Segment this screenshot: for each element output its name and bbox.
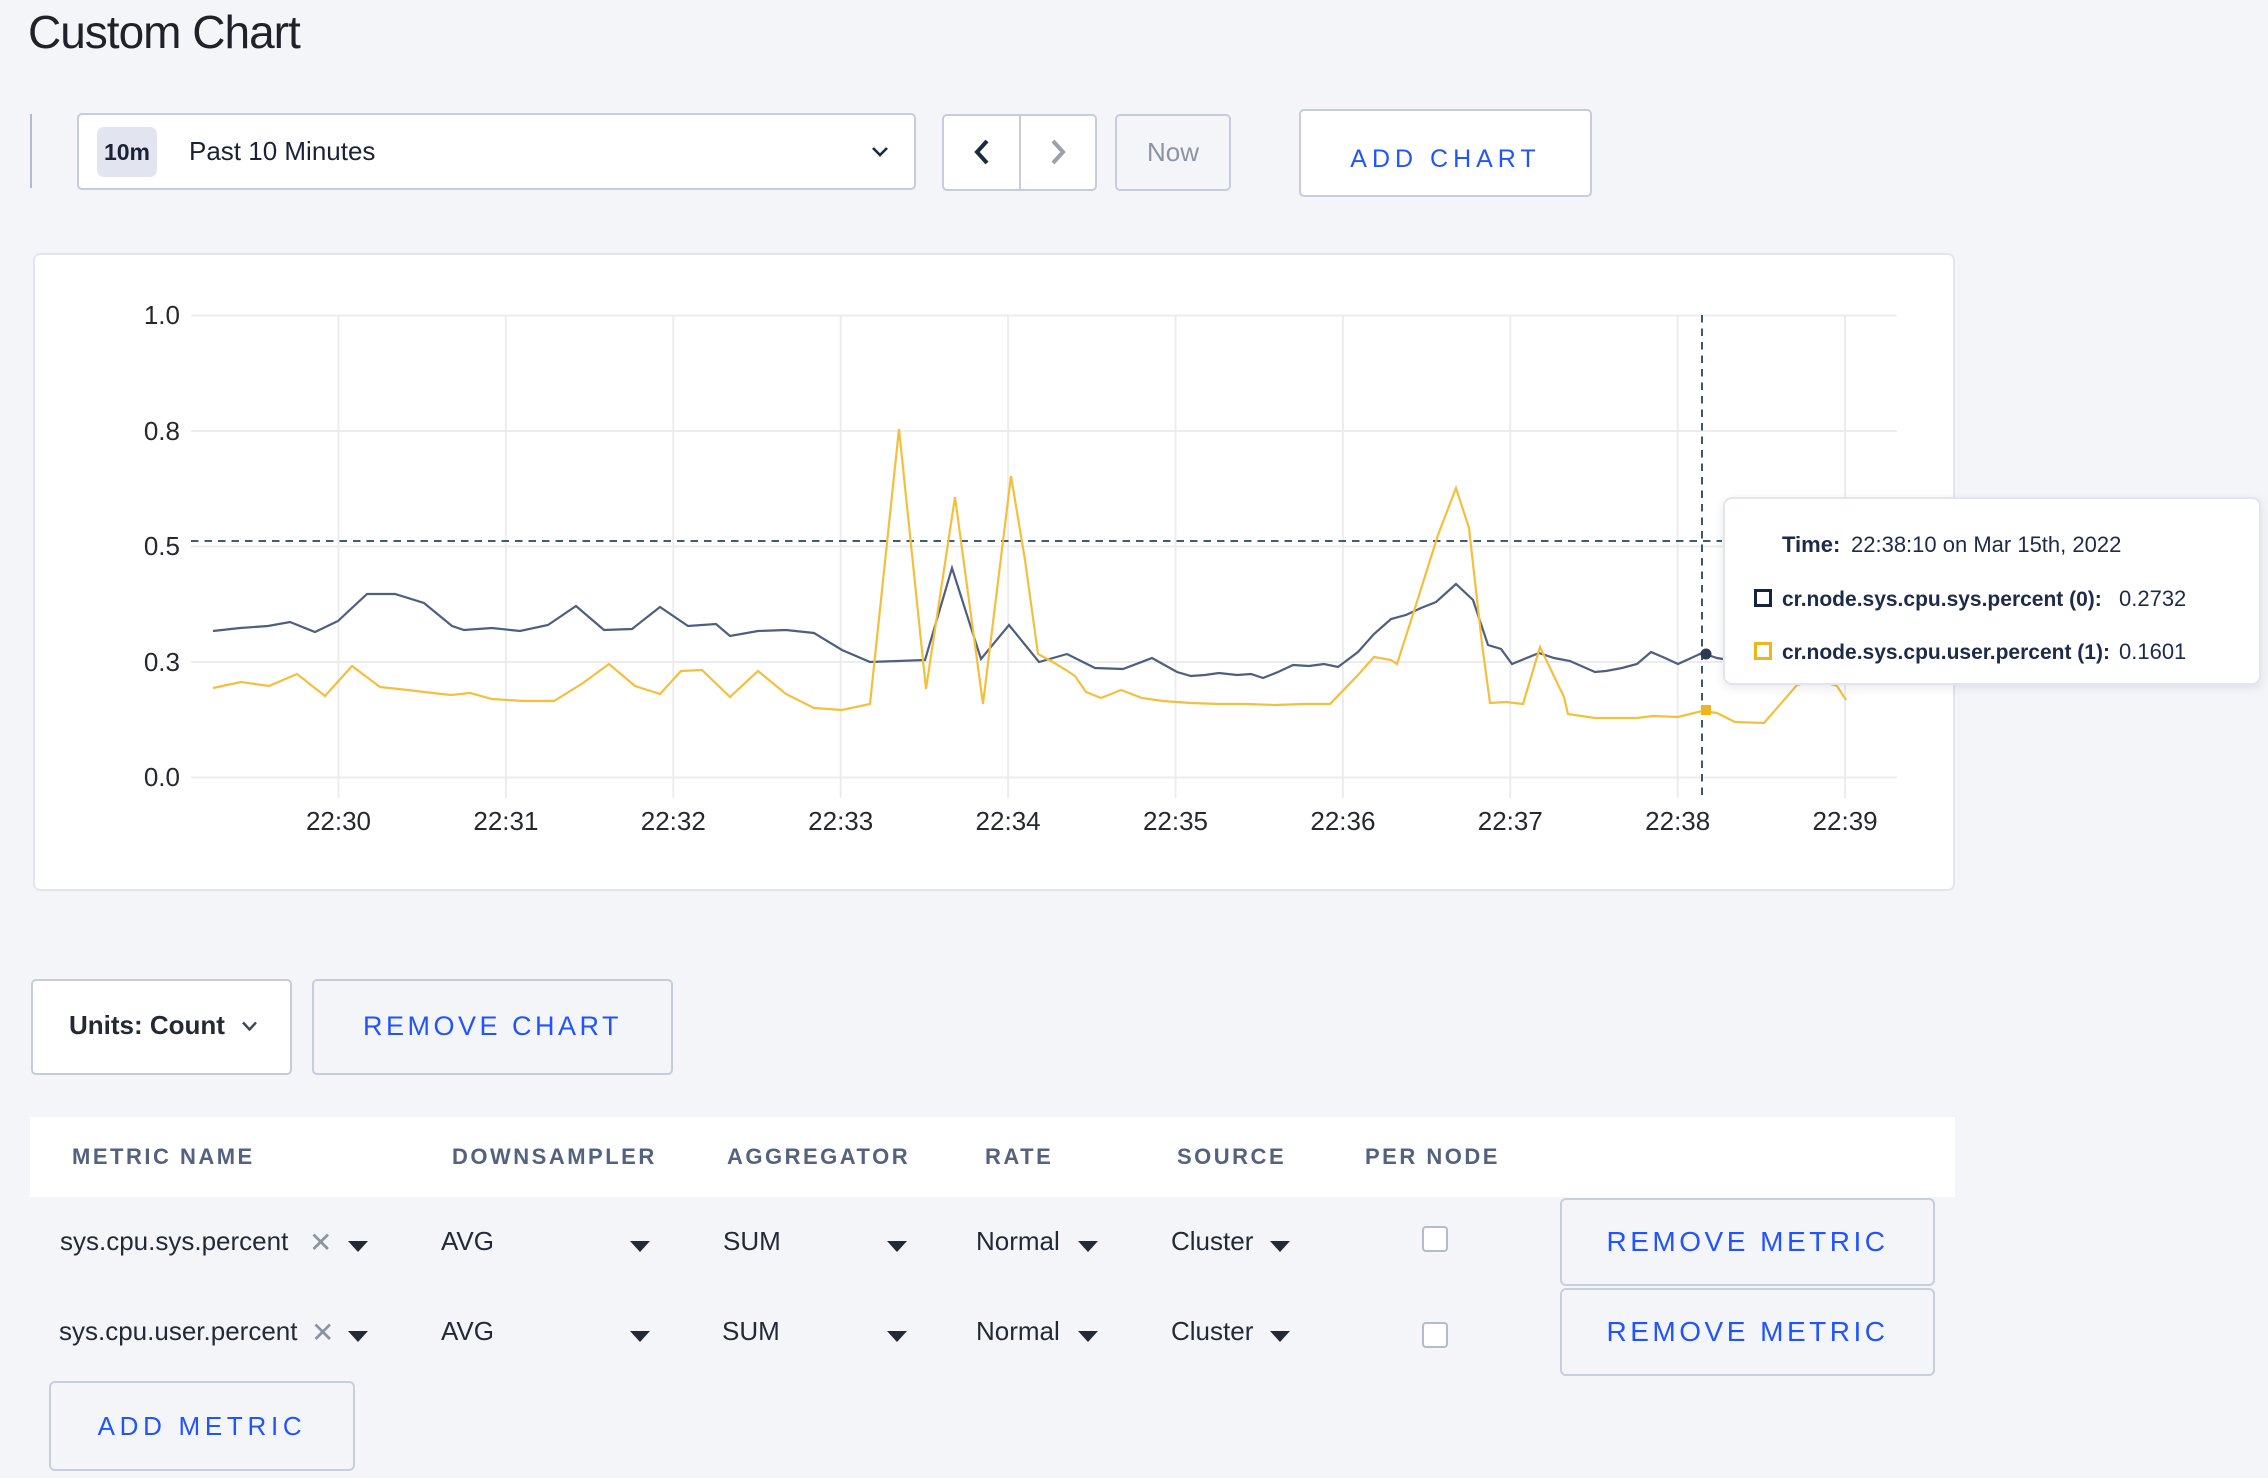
svg-text:0.0: 0.0 (144, 762, 180, 792)
svg-text:1.0: 1.0 (144, 300, 180, 330)
svg-text:22:36: 22:36 (1310, 806, 1375, 836)
svg-text:22:30: 22:30 (306, 806, 371, 836)
svg-text:22:32: 22:32 (641, 806, 706, 836)
svg-text:22:35: 22:35 (1143, 806, 1208, 836)
svg-text:0.3: 0.3 (144, 647, 180, 677)
svg-text:22:37: 22:37 (1478, 806, 1543, 836)
svg-text:22:31: 22:31 (473, 806, 538, 836)
svg-text:22:34: 22:34 (976, 806, 1041, 836)
svg-text:22:33: 22:33 (808, 806, 873, 836)
svg-text:22:38: 22:38 (1645, 806, 1710, 836)
svg-text:0.5: 0.5 (144, 531, 180, 561)
svg-text:22:39: 22:39 (1813, 806, 1878, 836)
svg-text:0.8: 0.8 (144, 416, 180, 446)
